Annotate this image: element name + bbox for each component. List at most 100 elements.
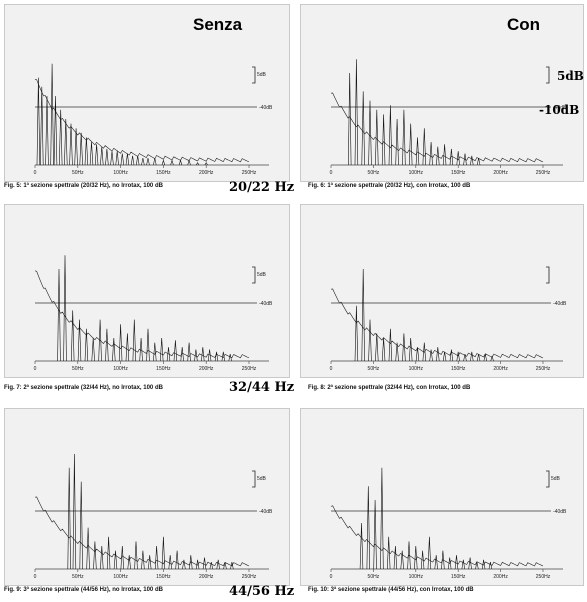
spectral-peak [381, 114, 386, 166]
x-tick-label: 250Hz [536, 366, 551, 372]
scale-label: 5dB [257, 272, 267, 278]
spectral-peak [434, 555, 438, 570]
spectral-peak [63, 255, 67, 362]
spectral-peak [175, 550, 179, 570]
x-tick-label: 250Hz [242, 574, 257, 580]
x-tick-label: 50Hz [72, 170, 84, 176]
reference-label: -40dB [259, 301, 273, 307]
spectrum-chart-fig8: -40dB 0 50Hz 100Hz 150Hz 200Hz 250Hz [330, 266, 567, 372]
spectral-peak [148, 555, 152, 570]
spectrum-chart-fig5: -40dB 5dB 0 50Hz 100Hz 150Hz 200Hz 250Hz [34, 63, 273, 176]
spectral-peak [94, 144, 99, 166]
spectral-peak [141, 550, 145, 570]
x-tick-label: 200Hz [493, 170, 508, 176]
x-tick-label: 50Hz [72, 366, 84, 372]
spectrum-panel-fig6: Con 5dB -10dB -40dB 0 50Hz 100Hz 150Hz 200Hz 2… [300, 4, 584, 182]
spectral-peak [476, 354, 481, 362]
spectral-peak [74, 128, 78, 166]
spectral-peak [170, 159, 174, 166]
spectral-peak [420, 550, 425, 570]
spectral-peak [161, 159, 166, 166]
spectral-peak [187, 159, 191, 166]
x-tick-label: 150Hz [451, 170, 466, 176]
spectral-peak [388, 328, 393, 362]
spectrum-panel-fig8: -40dB 0 50Hz 100Hz 150Hz 200Hz 250Hz [300, 204, 584, 378]
spectral-peak [354, 59, 359, 166]
reference-label: -40dB [553, 105, 567, 111]
spectral-peak [168, 555, 172, 570]
spectral-peak [132, 319, 136, 362]
spectral-peak [154, 545, 159, 570]
x-tick-label: 100Hz [409, 366, 424, 372]
spectral-peak [53, 95, 58, 166]
spectral-peak [415, 137, 420, 166]
spectral-peak [470, 351, 474, 362]
spectral-peak [463, 153, 467, 166]
spectral-peak [230, 562, 234, 570]
noise-floor-curve [34, 270, 250, 359]
spectral-peak [178, 159, 183, 166]
x-tick-label: 250Hz [242, 366, 257, 372]
spectral-peak [79, 132, 83, 166]
x-tick-label: 250Hz [536, 574, 551, 580]
spectral-peak [84, 328, 89, 362]
spectral-peak [136, 155, 140, 166]
spectral-peak [375, 333, 379, 362]
spectral-peak [207, 349, 212, 362]
spectrum-chart-fig10: -40dB 5dB 0 50Hz 100Hz 150Hz 200Hz 250Hz [330, 467, 567, 580]
scale-bracket [546, 266, 550, 284]
spectral-peak [402, 333, 406, 362]
spectral-peak [113, 550, 118, 570]
spectral-peak [153, 158, 157, 166]
x-tick-label: 0 [330, 366, 333, 372]
x-tick-label: 200Hz [493, 366, 508, 372]
spectral-peak [366, 486, 370, 570]
x-tick-label: 50Hz [368, 170, 380, 176]
caption-fig8: Fig. 8: 2ª sezione spettrale (32/44 Hz),… [308, 385, 471, 391]
spectral-peak [422, 342, 426, 362]
spectral-peak [79, 481, 83, 570]
spectral-peak [57, 268, 61, 362]
spectrum-chart-fig7: -40dB 5dB 0 50Hz 100Hz 150Hz 200Hz 250Hz [34, 255, 273, 372]
reference-label: -40dB [259, 105, 273, 111]
x-tick-label: 200Hz [493, 574, 508, 580]
x-tick-label: 50Hz [368, 366, 380, 372]
spectral-peak [194, 349, 198, 362]
spectral-peak [402, 109, 406, 166]
spectral-peak [204, 162, 208, 166]
spectral-peak [209, 562, 213, 570]
spectral-peak [449, 148, 454, 166]
spectral-peak [120, 545, 124, 570]
spectral-peak [454, 555, 459, 570]
x-tick-label: 150Hz [451, 574, 466, 580]
spectral-peak [488, 562, 493, 570]
spectral-peak [84, 137, 89, 166]
spectral-peak [187, 342, 191, 362]
spectral-peak [461, 559, 465, 570]
spectral-peak [481, 559, 486, 570]
x-tick-label: 100Hz [409, 574, 424, 580]
header-con: Con [507, 15, 541, 34]
spectrum-chart-fig6: -40dB 0 50Hz 100Hz 150Hz 200Hz 250Hz [330, 59, 567, 176]
spectral-peak [221, 351, 225, 362]
spectral-peak [368, 319, 372, 362]
x-tick-label: 250Hz [536, 170, 551, 176]
spectral-peak [441, 550, 445, 570]
scale-bracket [252, 470, 256, 488]
spectral-peak [476, 158, 481, 166]
x-tick-label: 200Hz [199, 366, 214, 372]
spectral-peak [64, 118, 68, 166]
spectral-peak [100, 146, 104, 166]
x-tick-label: 150Hz [451, 366, 466, 372]
x-tick-label: 150Hz [156, 574, 171, 580]
spectral-peak [127, 555, 131, 570]
spectral-peak [388, 105, 393, 166]
spectral-peak [427, 536, 432, 570]
spectral-peak [387, 536, 391, 570]
spectral-peak [449, 349, 454, 362]
x-tick-label: 100Hz [113, 574, 128, 580]
caption-fig10: Fig. 10: 3ª sezione spettrale (44/56 Hz)… [308, 587, 474, 593]
spectral-peak [112, 337, 116, 362]
spectral-peak [361, 268, 365, 362]
spectral-peak [134, 541, 138, 570]
